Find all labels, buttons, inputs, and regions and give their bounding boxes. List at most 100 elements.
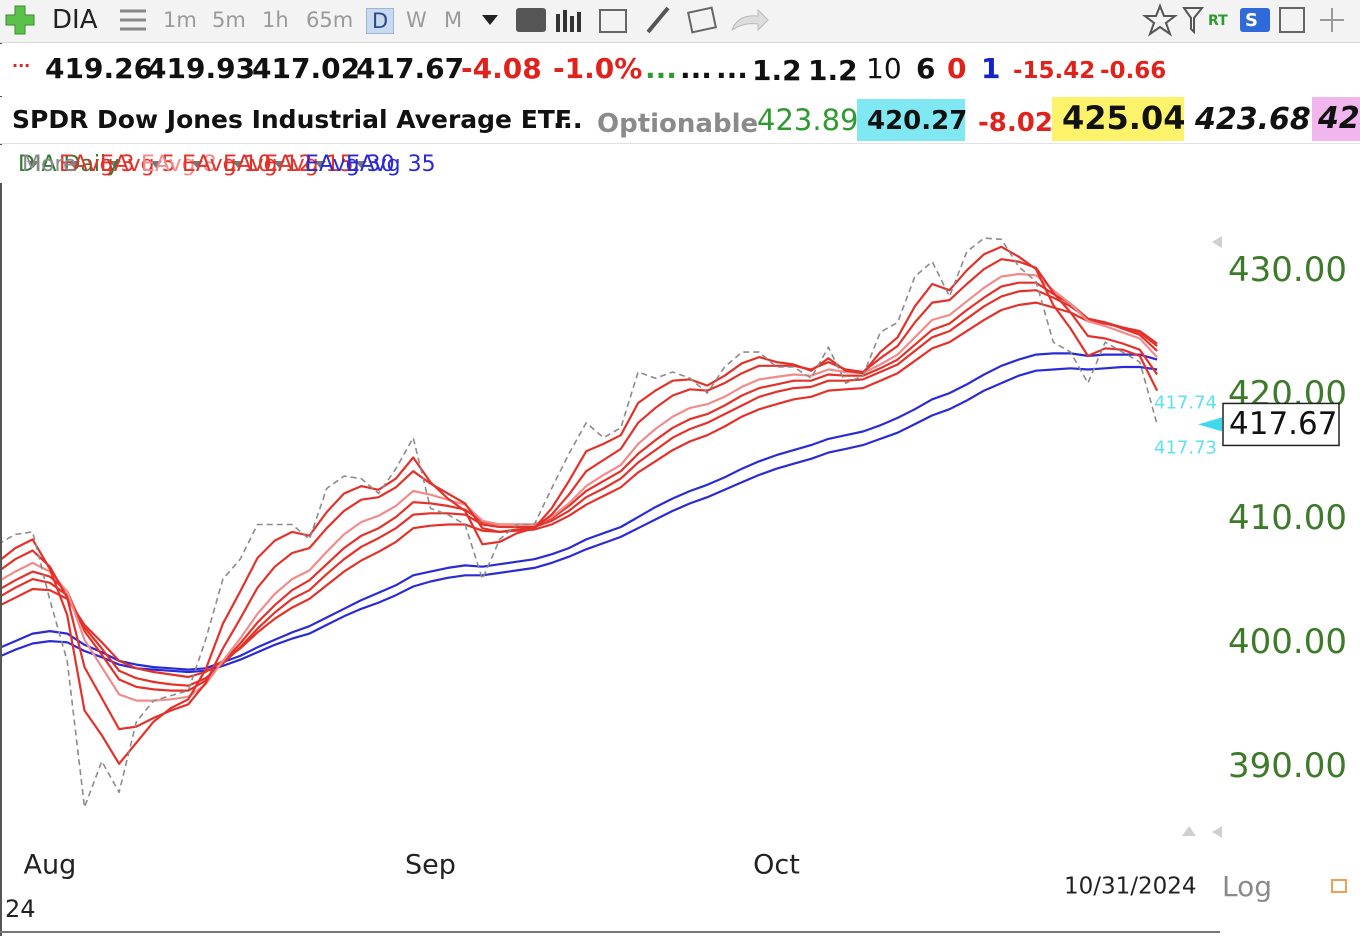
- last-price-box: [1222, 402, 1340, 447]
- legend-item[interactable]: EAvg 10: [182, 152, 272, 177]
- quote-dots: ...: [716, 52, 748, 85]
- text-icon[interactable]: [516, 8, 546, 32]
- series-line: [2, 281, 1158, 692]
- change: -4.08: [461, 52, 542, 85]
- legend-item[interactable]: EAvg 3: [59, 152, 135, 177]
- x-tick-label: Oct: [753, 850, 800, 881]
- series-line: [2, 272, 1158, 702]
- low: 417.02: [252, 52, 361, 85]
- quote-dots: ...: [645, 52, 677, 85]
- scroll-arrow: [1182, 826, 1196, 836]
- bars-icon[interactable]: [556, 10, 581, 32]
- interval[interactable]: 1m: [163, 8, 197, 32]
- quote-dots: ...: [553, 105, 583, 135]
- series-line: [2, 237, 1158, 808]
- quote-value: 424: [1312, 97, 1360, 141]
- date-label: 10/31/2024: [1064, 874, 1197, 900]
- scroll-arrow: [1212, 826, 1222, 838]
- toolbar-icons: RT S: [5, 3, 1344, 37]
- quote-value: 1.2: [808, 54, 858, 87]
- quote-value: 423.89: [757, 103, 859, 137]
- legend-dropdown: [314, 160, 326, 168]
- badge-box[interactable]: [1240, 8, 1270, 32]
- price-pointer: [1198, 417, 1222, 432]
- list-icon[interactable]: [120, 9, 146, 31]
- quote-value: -15.42: [1013, 58, 1096, 84]
- legend-item[interactable]: EAvg 35: [346, 152, 436, 177]
- x-tick-label: Sep: [405, 850, 456, 881]
- legend-dropdown: [68, 160, 80, 168]
- add-icon[interactable]: [5, 5, 35, 35]
- filter-icon[interactable]: [1182, 7, 1205, 35]
- more-button[interactable]: More: [22, 151, 77, 177]
- legend-label: EAvg 15: [264, 151, 354, 177]
- move-icon[interactable]: [1320, 8, 1344, 32]
- quote-dots: ...: [12, 52, 31, 71]
- interval[interactable]: 5m: [212, 8, 246, 32]
- interval[interactable]: 65m: [306, 8, 354, 32]
- series-line: [2, 289, 1158, 687]
- legend-item[interactable]: EAvg 15: [264, 152, 354, 177]
- series-line: [2, 258, 1159, 731]
- quote-value: 425.04: [1052, 97, 1185, 141]
- high: 419.93: [147, 52, 256, 85]
- change-pct: -1.0%: [553, 52, 643, 85]
- rt-badge[interactable]: RT: [1208, 13, 1228, 29]
- quote-value: 6: [916, 52, 936, 85]
- legend-item[interactable]: EAvg 12: [223, 152, 313, 177]
- save-icon[interactable]: [1279, 7, 1305, 33]
- interval[interactable]: M: [444, 8, 463, 32]
- quote-value: -8.02: [978, 108, 1053, 138]
- interval[interactable]: 1h: [262, 8, 289, 32]
- log-button[interactable]: Log: [1222, 870, 1272, 903]
- interval-dropdown[interactable]: [482, 15, 498, 25]
- series-line: [2, 245, 1159, 765]
- legend-label: EAvg 5: [100, 151, 176, 177]
- grid-icon[interactable]: [599, 9, 627, 33]
- legend-dropdown: [150, 160, 162, 168]
- y-tick-label: 410.00: [1228, 498, 1347, 538]
- last-price: 417.67: [1229, 406, 1337, 442]
- legend-label: EAvg 30: [305, 151, 395, 177]
- legend-label: DIA Daily: [18, 151, 120, 177]
- close: 417.67: [356, 52, 465, 85]
- legend-item[interactable]: DIA Daily: [18, 152, 119, 177]
- x-tick-label: Aug: [24, 850, 77, 881]
- quote-value: 1: [981, 52, 1001, 85]
- legend-dropdown: [232, 160, 244, 168]
- legend-item[interactable]: EAvg 30: [305, 152, 395, 177]
- optionable: Optionable: [597, 109, 759, 139]
- legend-label: EAvg 8: [141, 151, 217, 177]
- s-badge[interactable]: S: [1245, 10, 1258, 31]
- y-tick-label: 400.00: [1228, 622, 1347, 662]
- quote-value: 0: [947, 52, 967, 85]
- corner-icon[interactable]: [1331, 879, 1347, 893]
- quote-value: 420.27: [857, 99, 967, 141]
- legend-dropdown: [355, 160, 367, 168]
- legend-item[interactable]: EAvg 5: [100, 152, 176, 177]
- quote-row: ... 419.26 419.93 417.02 417.67 -4.08 -1…: [0, 44, 1360, 96]
- quote-value: 1.2: [752, 54, 802, 87]
- interval[interactable]: W: [406, 8, 427, 32]
- legend-label: EAvg 35: [346, 151, 436, 177]
- symbol[interactable]: DIA: [52, 5, 98, 35]
- legend-dropdown: [191, 160, 203, 168]
- star-icon[interactable]: [1142, 3, 1178, 37]
- plot-area: [2, 237, 1159, 808]
- y-tick-label: 390.00: [1228, 746, 1347, 786]
- legend-item[interactable]: EAvg 8: [141, 152, 217, 177]
- toolbar: RT S DIA 1m 5m 1h 65m D W M: [0, 0, 1360, 43]
- legend: DIA Daily EAvg 3 EAvg 5 EAvg 8 EAvg 10 EAvg 1…: [0, 145, 1360, 183]
- pencil-icon[interactable]: [646, 6, 670, 34]
- share-icon[interactable]: [730, 8, 769, 32]
- side-label: 417.74: [1154, 392, 1217, 413]
- legend-dropdown: [273, 160, 285, 168]
- security-name: SPDR Dow Jones Industrial Average ETF: [12, 105, 572, 134]
- quote-dots: ...: [680, 52, 712, 85]
- note-icon[interactable]: [686, 6, 718, 34]
- interval[interactable]: D: [366, 8, 395, 34]
- series-line: [2, 365, 1158, 674]
- quote-row: SPDR Dow Jones Industrial Average ETF ..…: [0, 97, 1360, 144]
